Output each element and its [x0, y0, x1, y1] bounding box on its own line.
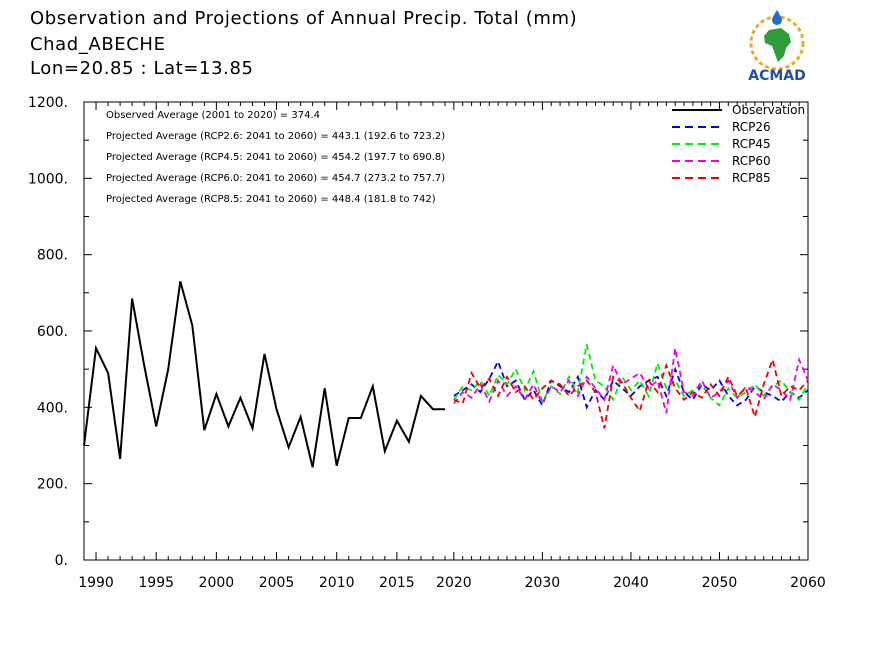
series-line-rcp26	[453, 359, 809, 410]
x-tick-label: 2030	[525, 575, 561, 591]
series-line-observation	[83, 281, 445, 468]
x-tick-label: 2040	[613, 575, 649, 591]
x-tick-label: 2000	[199, 575, 235, 591]
legend-label: RCP85	[732, 171, 771, 185]
legend-label: Observation	[732, 103, 805, 117]
x-tick-label: 2060	[790, 575, 826, 591]
average-annotation: Observed Average (2001 to 2020) = 374.4	[106, 110, 320, 121]
average-annotation: Projected Average (RCP6.0: 2041 to 2060)…	[106, 173, 445, 184]
x-tick-label: 1990	[78, 575, 114, 591]
average-annotation: Projected Average (RCP4.5: 2041 to 2060)…	[106, 152, 445, 163]
x-tick-label: 2020	[436, 575, 472, 591]
station-coordinates: Lon=20.85 : Lat=13.85	[30, 58, 254, 79]
africa-globe-logo-icon: ACMAD	[748, 10, 806, 84]
x-tick-label: 2010	[319, 575, 355, 591]
x-tick-label: 2005	[259, 575, 295, 591]
y-tick-label: 400.	[37, 400, 68, 416]
y-tick-label: 600.	[37, 324, 68, 340]
series-line-rcp85	[453, 356, 809, 429]
legend-label: RCP60	[732, 154, 771, 168]
series-line-rcp60	[453, 348, 809, 414]
y-tick-label: 800.	[37, 248, 68, 264]
x-tick-label: 1995	[138, 575, 174, 591]
chart-title: Observation and Projections of Annual Pr…	[30, 8, 578, 29]
legend-label: RCP45	[732, 137, 771, 151]
legend-label: RCP26	[732, 120, 771, 134]
y-tick-label: 200.	[37, 477, 68, 493]
average-annotation: Projected Average (RCP8.5: 2041 to 2060)…	[106, 194, 436, 205]
logo-text: ACMAD	[748, 68, 806, 84]
x-tick-label: 2015	[379, 575, 415, 591]
y-tick-label: 0.	[55, 553, 68, 569]
station-name: Chad_ABECHE	[30, 34, 166, 55]
y-tick-label: 1200.	[28, 95, 68, 111]
x-tick-label: 2050	[702, 575, 738, 591]
y-tick-label: 1000.	[28, 171, 68, 187]
average-annotation: Projected Average (RCP2.6: 2041 to 2060)…	[106, 131, 445, 142]
series-line-rcp45	[453, 344, 809, 407]
acmad-logo: ACMAD	[736, 6, 818, 84]
